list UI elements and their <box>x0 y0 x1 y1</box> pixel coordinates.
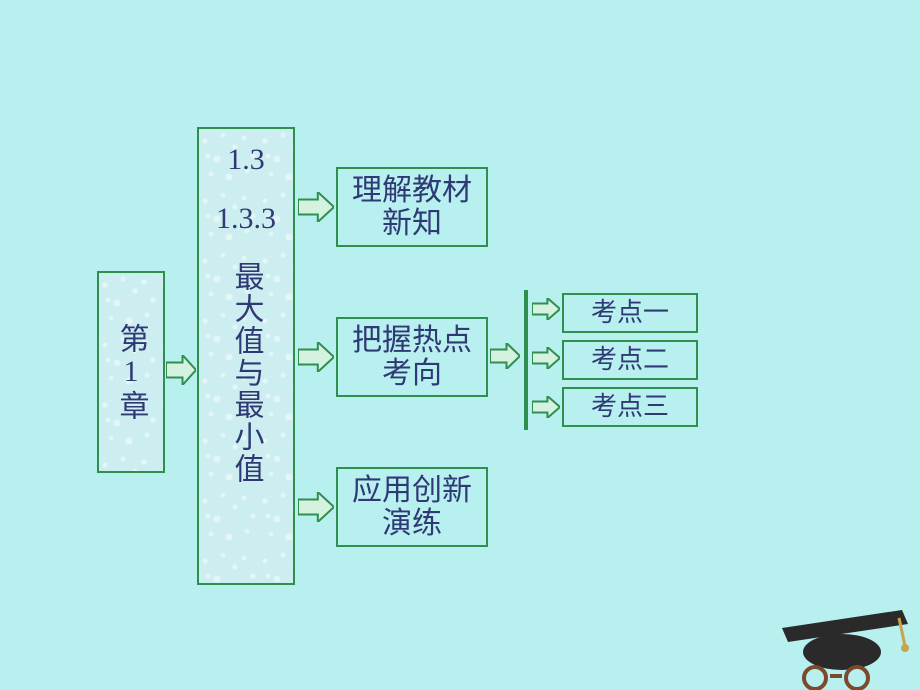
arrow-icon <box>298 342 334 372</box>
node-topic3-label: 应用创新演练 <box>352 474 472 540</box>
node-exam-point-3[interactable]: 考点三 <box>562 387 698 427</box>
node-exam-point-2[interactable]: 考点二 <box>562 340 698 380</box>
node-section[interactable]: 1.3 1.3.3 最大值与最小值 <box>197 127 295 585</box>
node-topic-apply[interactable]: 应用创新演练 <box>336 467 488 547</box>
section-line1: 1.3 <box>227 143 265 176</box>
node-topic-grasp[interactable]: 把握热点考向 <box>336 317 488 397</box>
graduation-cap-icon <box>770 590 920 690</box>
node-point3-label: 考点三 <box>591 393 669 422</box>
arrow-icon <box>298 492 334 522</box>
section-line2: 1.3.3 <box>216 202 276 235</box>
node-chapter-label: 第1章 <box>115 323 148 422</box>
node-topic2-label: 把握热点考向 <box>352 324 472 390</box>
node-chapter[interactable]: 第1章 <box>97 271 165 473</box>
node-topic-understand[interactable]: 理解教材新知 <box>336 167 488 247</box>
section-line3: 最大值与最小值 <box>230 261 263 485</box>
branch-bar <box>524 290 528 430</box>
node-point2-label: 考点二 <box>591 346 669 375</box>
arrow-icon <box>532 396 560 418</box>
arrow-icon <box>532 347 560 369</box>
arrow-icon <box>166 355 196 385</box>
node-point1-label: 考点一 <box>591 299 669 328</box>
arrow-icon <box>490 343 520 369</box>
node-topic1-label: 理解教材新知 <box>352 174 472 240</box>
arrow-icon <box>298 192 334 222</box>
arrow-icon <box>532 298 560 320</box>
node-exam-point-1[interactable]: 考点一 <box>562 293 698 333</box>
